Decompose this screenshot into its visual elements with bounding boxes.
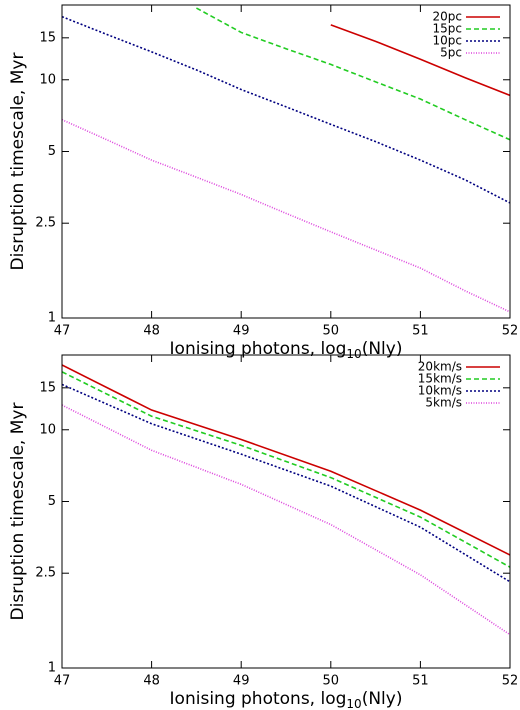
legend-label: 5pc xyxy=(440,46,462,60)
plot-frame xyxy=(61,4,511,319)
y-tick-label: 5 xyxy=(48,144,56,159)
x-axis-label: Ionising photons, log10(Nly) xyxy=(170,339,403,361)
line-series xyxy=(62,15,510,204)
y-tick-label: 2.5 xyxy=(35,566,56,581)
x-tick-label: 51 xyxy=(412,674,429,689)
y-tick-label: 1 xyxy=(48,661,56,676)
line-series xyxy=(62,364,510,556)
plot-frame xyxy=(61,354,511,669)
y-tick-label: 10 xyxy=(39,422,56,437)
x-tick-label: 50 xyxy=(323,324,340,339)
legend-label: 20km/s xyxy=(418,360,462,374)
legend-label: 20pc xyxy=(433,10,462,24)
y-tick-label: 1 xyxy=(48,311,56,326)
line-series xyxy=(330,24,510,97)
line-series xyxy=(62,383,510,583)
x-axis-label-part: Ionising photons, log xyxy=(170,689,347,709)
x-tick-label: 49 xyxy=(233,324,250,339)
legend-label: 15pc xyxy=(433,22,462,36)
chart: 1 2.5 5 10 15 47 48 49 50 51 52 Ionising photons, l… xyxy=(8,4,519,361)
y-tick-label: 5 xyxy=(48,494,56,509)
x-tick-label: 51 xyxy=(412,324,429,339)
x-tick-label: 48 xyxy=(143,324,160,339)
y-axis-label: Disruption timescale, Myr xyxy=(8,53,28,271)
x-axis-label-part: 10 xyxy=(346,697,361,710)
x-tick-label: 47 xyxy=(54,324,71,339)
x-axis-label-part: (Nly) xyxy=(362,339,403,359)
chart: 1 2.5 5 10 15 47 48 49 50 51 52 Ionising photons, l… xyxy=(8,354,519,710)
y-tick-label: 10 xyxy=(39,72,56,87)
line-series xyxy=(62,118,510,313)
y-axis-label: Disruption timescale, Myr xyxy=(8,403,28,621)
line-series xyxy=(62,404,510,636)
y-tick-label: 2.5 xyxy=(35,216,56,231)
legend-label: 10pc xyxy=(433,34,462,48)
x-axis-label-part: Ionising photons, log xyxy=(170,339,347,359)
x-tick-label: 52 xyxy=(502,674,519,689)
y-tick-label: 15 xyxy=(39,30,56,45)
legend-label: 15km/s xyxy=(418,372,462,386)
x-tick-label: 50 xyxy=(323,674,340,689)
x-tick-label: 52 xyxy=(502,324,519,339)
line-series xyxy=(62,371,510,568)
legend-label: 5km/s xyxy=(425,396,462,410)
x-axis-label: Ionising photons, log10(Nly) xyxy=(170,689,403,710)
x-tick-label: 48 xyxy=(143,674,160,689)
legend-label: 10km/s xyxy=(418,384,462,398)
y-tick-label: 15 xyxy=(39,380,56,395)
x-tick-label: 49 xyxy=(233,674,250,689)
line-series xyxy=(196,7,510,141)
x-tick-label: 47 xyxy=(54,674,71,689)
x-axis-label-part: (Nly) xyxy=(362,689,403,709)
x-axis-label-part: 10 xyxy=(346,347,361,361)
